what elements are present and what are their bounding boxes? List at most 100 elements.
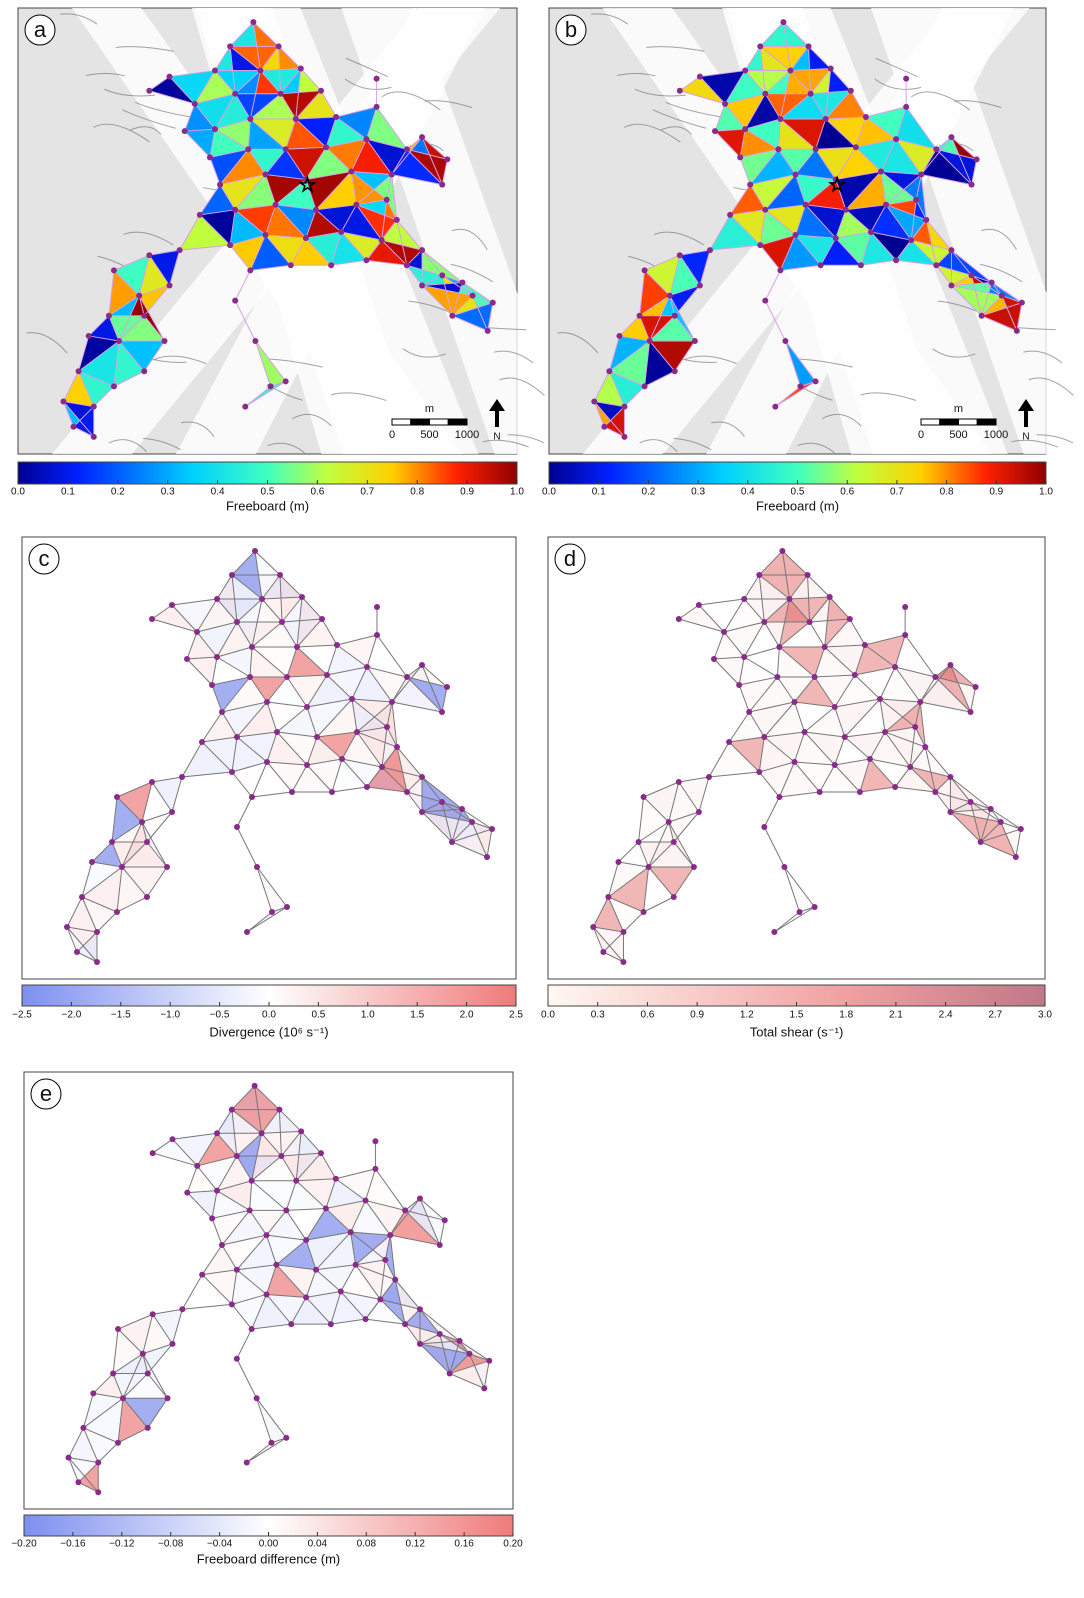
mesh-edge <box>391 136 423 175</box>
mesh-edge <box>764 209 796 236</box>
mesh-cell <box>306 1291 341 1325</box>
mesh-edge <box>171 776 183 813</box>
mesh-node <box>797 383 804 390</box>
mesh-node <box>264 759 270 765</box>
mesh-edge <box>970 801 991 810</box>
mesh-node <box>275 43 282 50</box>
mesh-cell <box>366 240 407 266</box>
mesh-edge <box>849 618 866 646</box>
mesh-cell <box>209 149 249 185</box>
mesh-node <box>372 1138 379 1145</box>
colorbar-label: Total shear (s⁻¹) <box>750 1024 844 1039</box>
mesh-node <box>317 1150 324 1157</box>
mesh-edge <box>860 231 872 266</box>
mesh-cell <box>316 1264 356 1292</box>
mesh-edge <box>421 664 448 688</box>
mesh-edge <box>441 274 473 296</box>
mesh-node <box>247 115 254 122</box>
mesh-node <box>144 1370 151 1377</box>
mesh-edge <box>594 401 625 408</box>
mesh-edge <box>896 259 937 266</box>
mesh-edge <box>280 1131 302 1157</box>
mesh-edge <box>169 250 181 286</box>
mesh-cell <box>235 93 281 119</box>
mesh-cell <box>789 575 830 599</box>
mesh-edge <box>236 736 268 763</box>
mesh-node <box>761 734 768 740</box>
mesh-edge <box>810 68 832 95</box>
mesh-edge <box>970 686 977 713</box>
mesh-edge <box>609 340 650 372</box>
mesh-cell <box>759 551 808 575</box>
mesh-edge <box>749 184 766 211</box>
mesh-node <box>144 894 150 900</box>
mesh-cell <box>209 129 249 158</box>
mesh-edge <box>142 1353 168 1399</box>
mesh-edge <box>909 766 936 793</box>
mesh-cell <box>352 667 392 702</box>
mesh-node <box>816 789 823 795</box>
mesh-edge <box>884 731 911 768</box>
mesh-node <box>847 87 854 94</box>
mesh-node <box>806 619 813 625</box>
mesh-edge <box>724 70 746 105</box>
ice-ridge <box>860 392 917 401</box>
scale-bar-label: 0 <box>389 429 395 441</box>
mesh-edge <box>375 1168 406 1211</box>
colorbar-tick-label: −2.5 <box>12 1010 32 1021</box>
mesh-node <box>211 126 218 133</box>
mesh-cell <box>765 204 806 236</box>
mesh-edge <box>265 204 277 236</box>
mesh-cell <box>291 1297 331 1325</box>
mesh-node <box>382 1256 389 1263</box>
mesh-edge <box>219 184 236 211</box>
mesh-cell <box>366 106 407 150</box>
mesh-edge <box>795 174 807 205</box>
mesh-node <box>362 1197 369 1204</box>
mesh-node <box>402 1207 409 1214</box>
mesh-edge <box>355 204 383 241</box>
ice-ridge <box>180 421 215 438</box>
mesh-edge <box>760 234 796 246</box>
mesh-edge <box>276 706 308 733</box>
mesh-node <box>119 1395 126 1402</box>
mesh-node <box>842 206 849 213</box>
mesh-edge <box>935 265 952 286</box>
mesh-edge <box>151 618 198 633</box>
mesh-node <box>636 312 643 319</box>
ice-ridge <box>980 263 1023 283</box>
mesh-node <box>419 134 426 141</box>
mesh-edge <box>247 148 266 175</box>
mesh-edge <box>869 758 896 788</box>
mesh-edge <box>355 1264 396 1281</box>
mesh-cell <box>780 93 826 119</box>
mesh-edge <box>76 931 98 953</box>
mesh-cell <box>113 255 150 296</box>
mesh-edge <box>326 666 368 676</box>
mesh-edge <box>356 731 398 748</box>
mesh-node <box>441 1217 448 1224</box>
ice-ridge <box>450 263 494 283</box>
mesh-edge <box>254 340 272 387</box>
mesh-cell <box>855 139 897 172</box>
mesh-cell <box>194 93 236 130</box>
mesh-edge <box>63 371 80 402</box>
mesh-node <box>821 644 828 650</box>
mesh-edge <box>231 1293 267 1305</box>
mesh-edge <box>698 598 745 606</box>
mesh-edge <box>186 656 218 660</box>
scale-bar-label: 500 <box>420 429 438 441</box>
mesh-node <box>179 1306 186 1313</box>
mesh-node <box>419 247 426 254</box>
mesh-edge <box>814 674 855 678</box>
mesh-cell <box>265 174 306 205</box>
mesh-node <box>776 644 783 650</box>
mesh-node <box>267 383 274 390</box>
mesh-edge <box>486 828 493 858</box>
mesh-edge <box>743 598 765 623</box>
mesh-cell <box>217 1180 252 1211</box>
mesh-node <box>646 337 653 344</box>
mesh-node <box>373 75 380 82</box>
mesh-edge <box>341 231 382 241</box>
mesh-cell <box>282 597 322 622</box>
